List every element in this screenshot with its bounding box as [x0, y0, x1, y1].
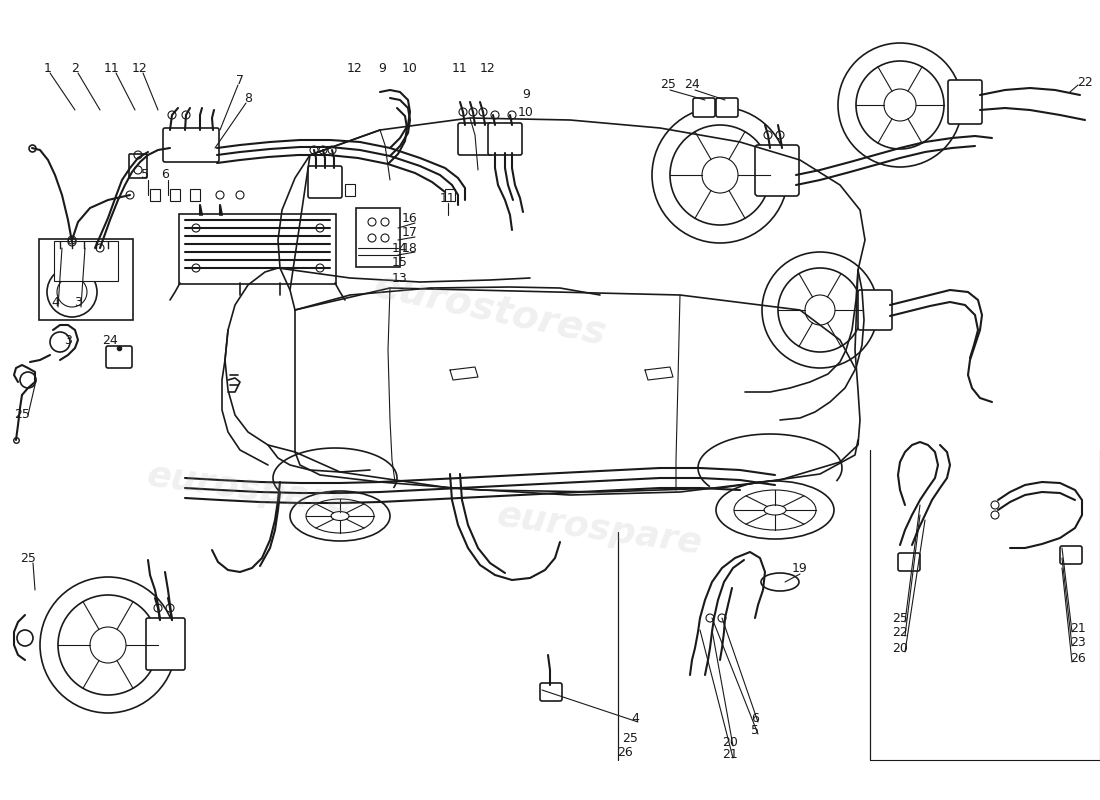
Text: eurospare: eurospare — [495, 498, 705, 562]
Text: 1: 1 — [44, 62, 52, 74]
Text: 14: 14 — [392, 242, 408, 254]
Text: 15: 15 — [392, 255, 408, 269]
Text: 8: 8 — [244, 91, 252, 105]
Text: 4: 4 — [631, 711, 639, 725]
FancyBboxPatch shape — [39, 239, 133, 320]
Text: 18: 18 — [403, 242, 418, 254]
Text: 19: 19 — [792, 562, 807, 574]
Text: 6: 6 — [161, 169, 169, 182]
Text: 13: 13 — [392, 271, 408, 285]
Text: 3: 3 — [74, 295, 81, 309]
FancyBboxPatch shape — [54, 241, 118, 281]
Text: 11: 11 — [440, 191, 455, 205]
FancyBboxPatch shape — [356, 208, 400, 267]
Text: 20: 20 — [892, 642, 907, 654]
FancyBboxPatch shape — [308, 166, 342, 198]
Text: 3: 3 — [64, 334, 72, 346]
FancyBboxPatch shape — [1060, 546, 1082, 564]
FancyBboxPatch shape — [540, 683, 562, 701]
Text: 4: 4 — [51, 295, 59, 309]
Text: 25: 25 — [20, 551, 36, 565]
FancyBboxPatch shape — [898, 553, 920, 571]
Text: 6: 6 — [751, 711, 759, 725]
Text: 7: 7 — [236, 74, 244, 86]
Text: 2: 2 — [72, 62, 79, 74]
FancyBboxPatch shape — [755, 145, 799, 196]
Text: 12: 12 — [480, 62, 496, 74]
Text: 12: 12 — [132, 62, 147, 74]
Text: 26: 26 — [1070, 651, 1086, 665]
FancyBboxPatch shape — [948, 80, 982, 124]
FancyBboxPatch shape — [693, 98, 715, 117]
Text: 9: 9 — [522, 89, 530, 102]
Text: 11: 11 — [104, 62, 120, 74]
Text: 25: 25 — [892, 611, 907, 625]
Text: 12: 12 — [348, 62, 363, 74]
FancyBboxPatch shape — [858, 290, 892, 330]
FancyBboxPatch shape — [146, 618, 185, 670]
Text: 17: 17 — [403, 226, 418, 238]
FancyBboxPatch shape — [716, 98, 738, 117]
Text: 10: 10 — [518, 106, 534, 118]
Text: 24: 24 — [684, 78, 700, 91]
Ellipse shape — [761, 573, 799, 591]
Text: 9: 9 — [378, 62, 386, 74]
Text: 5: 5 — [751, 723, 759, 737]
Text: 22: 22 — [1077, 75, 1093, 89]
Text: 21: 21 — [1070, 622, 1086, 634]
Text: 20: 20 — [722, 735, 738, 749]
Text: 24: 24 — [102, 334, 118, 346]
FancyBboxPatch shape — [488, 123, 522, 155]
FancyBboxPatch shape — [458, 123, 492, 155]
Text: eurospare: eurospare — [145, 458, 355, 522]
Text: eurostores: eurostores — [370, 266, 609, 354]
Text: 16: 16 — [403, 211, 418, 225]
Text: 23: 23 — [1070, 635, 1086, 649]
Text: 10: 10 — [403, 62, 418, 74]
Text: 5: 5 — [141, 169, 149, 182]
FancyBboxPatch shape — [106, 346, 132, 368]
FancyBboxPatch shape — [163, 128, 219, 162]
Text: 26: 26 — [617, 746, 632, 758]
Text: 21: 21 — [722, 749, 738, 762]
Text: 11: 11 — [452, 62, 468, 74]
Text: 25: 25 — [14, 409, 30, 422]
Text: 22: 22 — [892, 626, 907, 638]
Text: 25: 25 — [623, 731, 638, 745]
Text: 25: 25 — [660, 78, 675, 91]
